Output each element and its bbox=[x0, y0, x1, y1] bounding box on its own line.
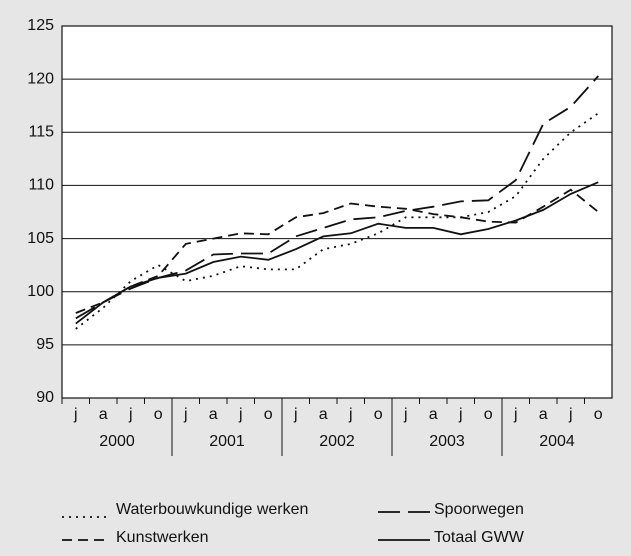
x-group-label: 2004 bbox=[539, 433, 575, 450]
y-tick-label: 125 bbox=[27, 17, 54, 34]
x-group-label: 2000 bbox=[99, 433, 135, 450]
x-tick-label: j bbox=[458, 406, 463, 423]
series-line bbox=[75, 181, 599, 325]
x-tick-label: j bbox=[348, 406, 353, 423]
legend-label: Waterbouwkundige werken bbox=[116, 501, 308, 518]
x-tick-label: j bbox=[183, 406, 188, 423]
x-tick-label: o bbox=[264, 406, 273, 423]
x-tick-label: a bbox=[539, 406, 548, 423]
y-tick-label: 120 bbox=[27, 70, 54, 87]
legend-label: Kunstwerken bbox=[116, 529, 209, 546]
x-tick-label: o bbox=[484, 406, 493, 423]
x-group-label: 2002 bbox=[319, 433, 355, 450]
y-tick-label: 115 bbox=[28, 124, 54, 141]
x-tick-label: a bbox=[319, 406, 328, 423]
x-tick-label: j bbox=[238, 406, 243, 423]
x-tick-label: j bbox=[403, 406, 408, 423]
x-tick-label: a bbox=[99, 406, 108, 423]
x-tick-label: j bbox=[568, 406, 573, 423]
x-tick-label: j bbox=[73, 406, 78, 423]
x-group-label: 2003 bbox=[429, 433, 465, 450]
y-tick-label: 105 bbox=[27, 230, 54, 247]
x-tick-label: o bbox=[374, 406, 383, 423]
x-group-label: 2001 bbox=[209, 433, 245, 450]
y-tick-label: 100 bbox=[27, 283, 54, 300]
x-tick-label: a bbox=[429, 406, 438, 423]
x-tick-label: j bbox=[128, 406, 133, 423]
x-tick-label: a bbox=[209, 406, 218, 423]
x-tick-label: o bbox=[594, 406, 603, 423]
legend-label: Spoorwegen bbox=[434, 501, 524, 518]
y-tick-label: 110 bbox=[28, 177, 54, 194]
x-tick-label: j bbox=[513, 406, 518, 423]
x-tick-label: j bbox=[293, 406, 298, 423]
plot-area bbox=[61, 25, 613, 399]
y-tick-label: 95 bbox=[36, 336, 54, 353]
x-tick-label: o bbox=[154, 406, 163, 423]
y-tick-label: 90 bbox=[36, 389, 54, 406]
legend-label: Totaal GWW bbox=[434, 529, 525, 546]
